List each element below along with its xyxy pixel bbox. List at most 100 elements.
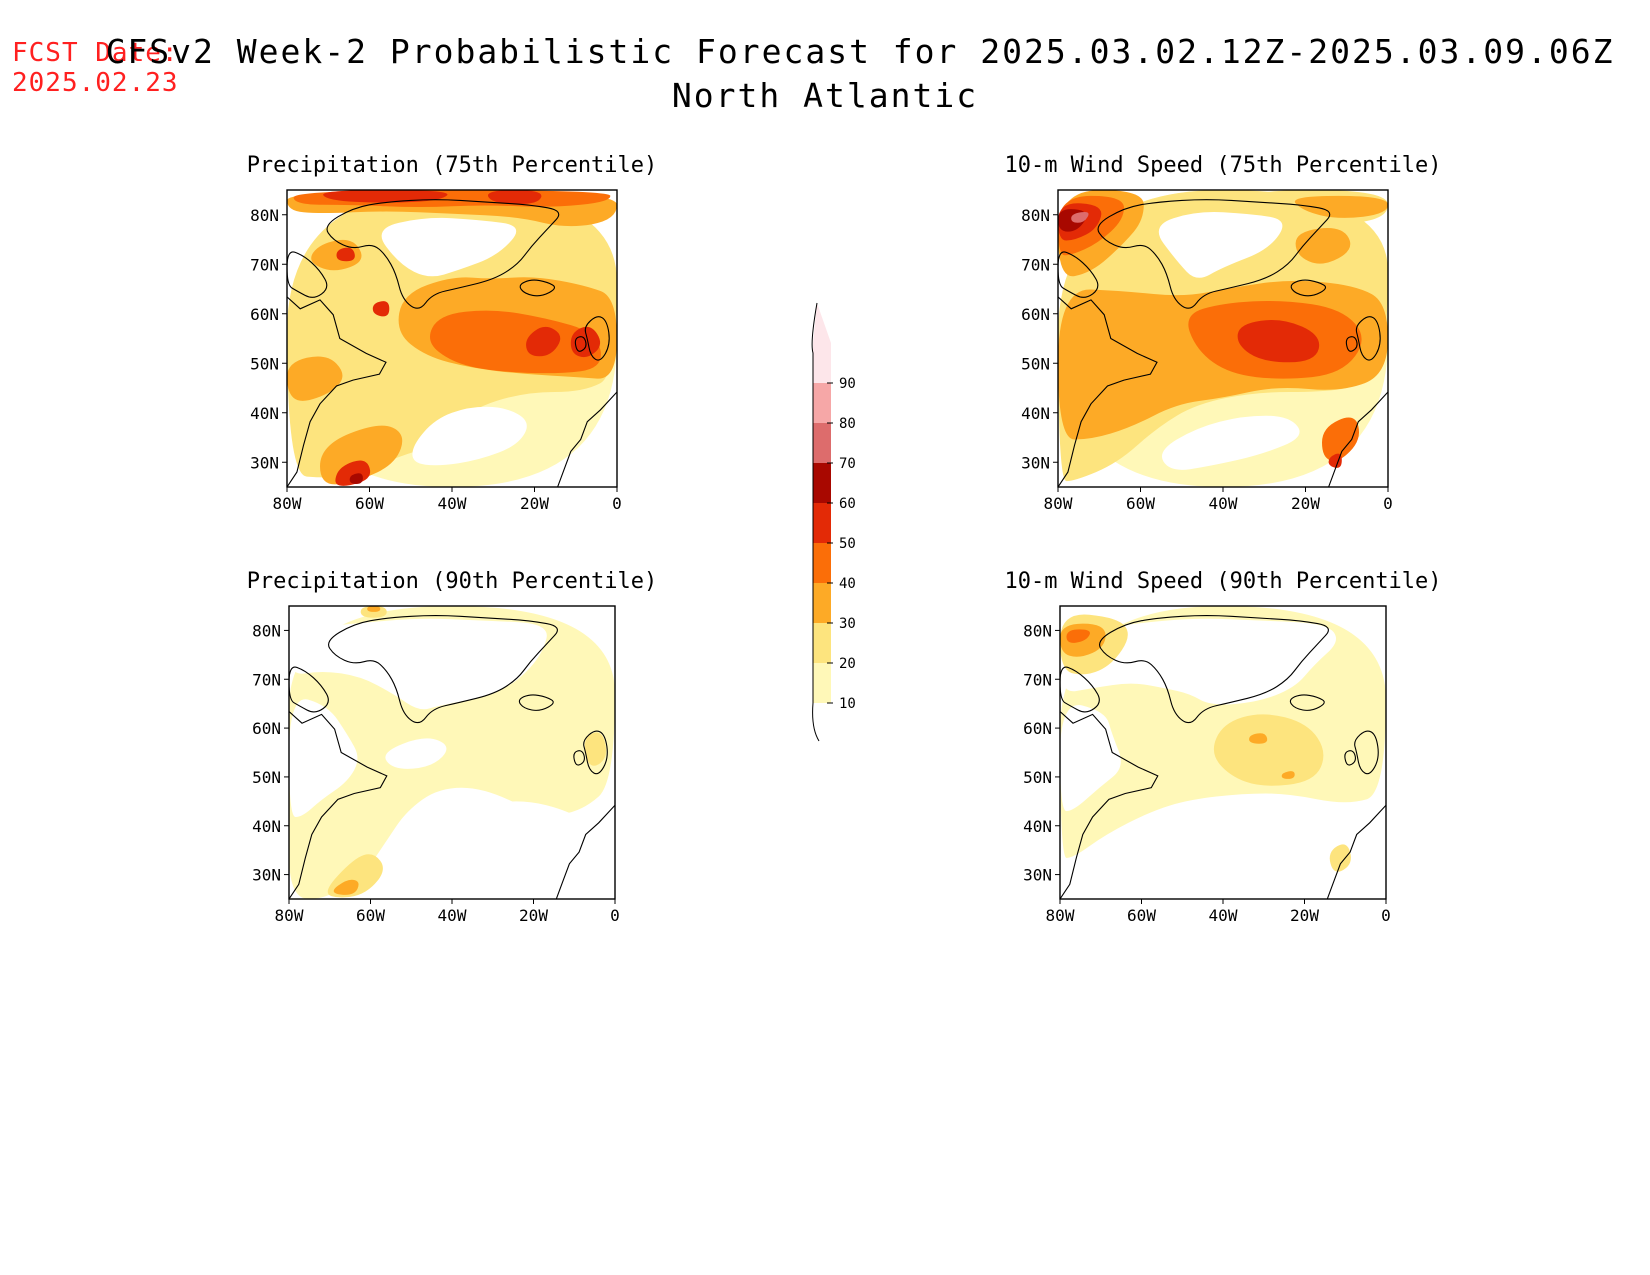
- map-panels: Precipitation (75th Percentile) 80N 70N 60N…: [247, 153, 1442, 925]
- coastline: [1099, 615, 1329, 724]
- probability-contour: [349, 473, 363, 484]
- lat-label: 70N: [250, 255, 279, 274]
- lat-label: 80N: [250, 206, 279, 225]
- coastline: [1097, 199, 1331, 309]
- lon-label: 40W: [1209, 494, 1238, 513]
- colorbar-swatch: [813, 663, 831, 703]
- panel-title: 10-m Wind Speed (90th Percentile): [1004, 569, 1441, 594]
- lat-label: 40N: [252, 817, 281, 836]
- coastline: [574, 336, 587, 352]
- probability-contour: [287, 356, 343, 401]
- probability-contour: [381, 217, 517, 277]
- colorbar-swatch: [813, 383, 831, 423]
- probability-contour: [422, 801, 590, 899]
- probability-contour: [1237, 319, 1320, 363]
- lat-label: 70N: [252, 670, 281, 689]
- coastline: [518, 694, 554, 711]
- figure-title: CFSv2 Week-2 Probabilistic Forecast for …: [105, 32, 1615, 71]
- probability-contour: [289, 699, 358, 817]
- lon-label: 0: [610, 906, 620, 925]
- probability-contour: [333, 879, 359, 895]
- probability-contour: [1328, 453, 1342, 468]
- lon-label: 40W: [438, 906, 467, 925]
- probability-contour: [487, 190, 542, 205]
- coastline: [1328, 391, 1388, 487]
- lat-label: 80N: [252, 621, 281, 640]
- probability-contour: [1294, 195, 1388, 218]
- lon-label: 60W: [355, 494, 384, 513]
- lon-label: 20W: [1290, 906, 1319, 925]
- panel-title: Precipitation (75th Percentile): [247, 153, 658, 178]
- colorbar-top-extension: [813, 303, 831, 343]
- lon-label: 0: [1381, 906, 1391, 925]
- coastline: [1326, 804, 1386, 899]
- probability-contour: [311, 239, 362, 271]
- lat-label: 30N: [1023, 866, 1052, 885]
- probability-contour: [372, 301, 390, 317]
- figure-title-block: CFSv2 Week-2 Probabilistic Forecast for …: [0, 32, 1650, 120]
- coastline: [1354, 730, 1379, 775]
- lon-label: 80W: [275, 906, 304, 925]
- coastline: [1355, 316, 1381, 361]
- probability-fill: [289, 606, 615, 899]
- lat-label: 60N: [252, 719, 281, 738]
- coastline: [287, 251, 328, 298]
- coastline: [1060, 666, 1100, 713]
- lat-label: 40N: [1021, 404, 1050, 423]
- probability-contour: [1213, 714, 1324, 786]
- colorbar-label: 70: [839, 456, 856, 472]
- probability-fill: [287, 190, 617, 487]
- coastline: [1289, 694, 1325, 711]
- probability-contour: [323, 190, 448, 203]
- coastline: [289, 711, 388, 899]
- map-panel-precip90: Precipitation (90th Percentile) 80N 70N 60N…: [247, 569, 658, 925]
- colorbar-label: 90: [839, 376, 856, 392]
- lat-label: 50N: [250, 354, 279, 373]
- coastline: [573, 750, 585, 766]
- forecast-date-label: FCST Date:: [12, 38, 179, 68]
- probability-fill: [1060, 606, 1386, 899]
- coastline: [1058, 296, 1158, 487]
- probability-contour: [1060, 618, 1337, 705]
- colorbar-swatch: [813, 343, 831, 383]
- panel-title: Precipitation (90th Percentile): [247, 569, 658, 594]
- probability-contour: [1102, 817, 1313, 899]
- probability-contour: [1071, 211, 1089, 223]
- coastline: [326, 199, 560, 309]
- probability-contour: [385, 738, 447, 769]
- probability-contour: [1060, 705, 1121, 812]
- probability-contour: [1322, 417, 1360, 461]
- lat-label: 50N: [1023, 768, 1052, 787]
- probability-contour: [1295, 227, 1351, 264]
- colorbar-label: 30: [839, 616, 856, 632]
- coastline: [289, 666, 329, 713]
- lon-label: 40W: [438, 494, 467, 513]
- colorbar-swatch: [813, 463, 831, 503]
- lon-label: 60W: [1127, 906, 1156, 925]
- figure-subtitle: North Atlantic: [671, 76, 979, 115]
- lat-label: 30N: [1021, 453, 1050, 472]
- colorbar-outline: [811, 302, 820, 742]
- lat-label: 60N: [1023, 719, 1052, 738]
- coastline: [519, 279, 556, 297]
- colorbar-swatch: [813, 423, 831, 463]
- lat-label: 30N: [250, 453, 279, 472]
- forecast-date-block: FCST Date: 2025.02.23: [12, 38, 179, 98]
- probability-contour: [526, 326, 561, 357]
- colorbar-swatch: [813, 583, 831, 623]
- coastline: [328, 615, 558, 724]
- coastline: [1060, 711, 1159, 899]
- probability-contour: [1158, 212, 1283, 278]
- colorbar-label: 20: [839, 656, 856, 672]
- map-panel-wind90: 10-m Wind Speed (90th Percentile) 80N 70N 6…: [1004, 569, 1441, 925]
- colorbar-label: 60: [839, 496, 856, 512]
- probability-contour: [1329, 844, 1351, 872]
- coastline: [557, 391, 617, 487]
- lat-label: 80N: [1023, 621, 1052, 640]
- probability-contour: [1281, 771, 1295, 779]
- probability-contour: [1066, 629, 1090, 643]
- lon-label: 20W: [520, 494, 549, 513]
- probability-contour: [584, 732, 607, 766]
- coastline: [287, 296, 387, 487]
